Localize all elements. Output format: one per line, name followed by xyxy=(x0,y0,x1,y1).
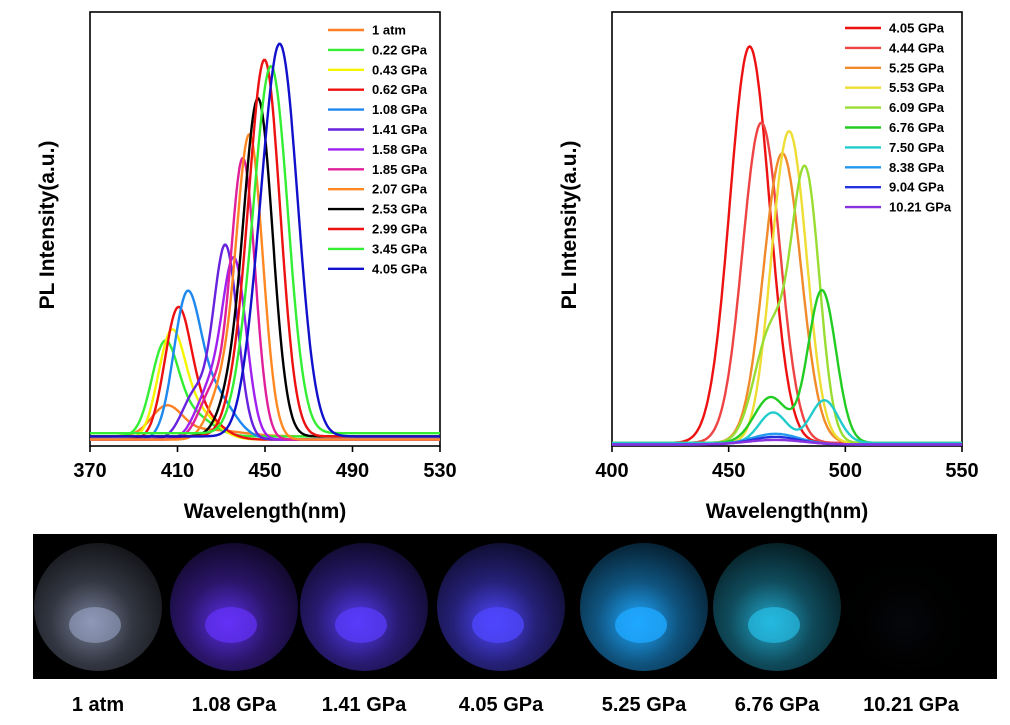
legend-label-1-2: 5.25 GPa xyxy=(889,60,945,75)
photo-disc-6 xyxy=(847,543,975,671)
x-tick-label-0-4: 530 xyxy=(423,460,456,482)
photo-label-3: 4.05 GPa xyxy=(459,694,544,716)
y-axis-label-right: PL Intensity(a.u.) xyxy=(558,141,581,310)
legend-label-1-0: 4.05 GPa xyxy=(889,21,945,36)
legend-label-0-6: 1.58 GPa xyxy=(372,142,428,157)
series-line-1-3 xyxy=(612,129,962,445)
series-line-0-11 xyxy=(90,65,440,435)
x-ticks-right: 400 450 500 550 xyxy=(595,446,979,482)
photo-bright-spot-1 xyxy=(205,607,257,643)
series-line-0-12 xyxy=(90,42,440,438)
x-tick-label-0-0: 370 xyxy=(73,460,106,482)
legend-label-0-9: 2.53 GPa xyxy=(372,202,428,217)
legend-label-0-8: 2.07 GPa xyxy=(372,182,428,197)
legend-label-1-3: 5.53 GPa xyxy=(889,80,945,95)
photo-label-2: 1.41 GPa xyxy=(322,694,407,716)
legend-label-0-5: 1.41 GPa xyxy=(372,122,428,137)
legend-label-1-4: 6.09 GPa xyxy=(889,100,945,115)
photo-bright-spot-5 xyxy=(748,607,800,643)
legend-label-0-12: 4.05 GPa xyxy=(372,261,428,276)
legend-label-0-10: 2.99 GPa xyxy=(372,222,428,237)
x-tick-label-1-1: 450 xyxy=(712,460,745,482)
series-lines-right xyxy=(612,44,962,446)
photo-label-1: 1.08 GPa xyxy=(192,694,277,716)
series-line-0-8 xyxy=(90,133,440,441)
series-line-1-2 xyxy=(612,151,962,445)
photo-disc-1 xyxy=(170,543,298,671)
photo-disc-2 xyxy=(300,543,428,671)
x-tick-label-1-2: 500 xyxy=(829,460,862,482)
chart-right: 400 450 500 550 4.05 GPa 4.44 GPa 5.25 GPa 5.5… xyxy=(558,11,979,523)
legend-label-0-0: 1 atm xyxy=(372,23,406,38)
series-lines-left xyxy=(90,42,440,441)
legend-label-0-2: 0.43 GPa xyxy=(372,62,428,77)
legend-label-1-8: 9.04 GPa xyxy=(889,180,945,195)
x-axis-label-left: Wavelength(nm) xyxy=(184,500,347,523)
legend-right: 4.05 GPa 4.44 GPa 5.25 GPa 5.53 GPa 6.09 GPa… xyxy=(845,21,952,215)
series-line-0-3 xyxy=(90,305,440,441)
photo-disc-3 xyxy=(437,543,565,671)
photo-disc-4 xyxy=(580,543,708,671)
y-axis-label-left: PL Intensity(a.u.) xyxy=(36,141,59,310)
photo-label-6: 10.21 GPa xyxy=(863,694,960,716)
x-axis-label-right: Wavelength(nm) xyxy=(706,500,869,523)
photo-bright-spot-2 xyxy=(335,607,387,643)
photo-bright-spot-6 xyxy=(882,607,934,643)
series-line-1-6 xyxy=(612,398,962,445)
photo-label-0: 1 atm xyxy=(72,694,124,716)
legend-label-0-3: 0.62 GPa xyxy=(372,82,428,97)
x-tick-label-0-2: 450 xyxy=(248,460,281,482)
plot-frame-right xyxy=(611,11,963,447)
legend-label-1-5: 6.76 GPa xyxy=(889,120,945,135)
chart-left: 370 410 450 490 530 1 atm 0.22 GPa 0.43 GPa 0.6… xyxy=(36,11,457,523)
legend-label-1-1: 4.44 GPa xyxy=(889,40,945,55)
photo-bright-spot-3 xyxy=(472,607,524,643)
legend-label-0-7: 1.85 GPa xyxy=(372,162,428,177)
x-tick-label-0-3: 490 xyxy=(336,460,369,482)
photo-bright-spot-0 xyxy=(69,607,121,643)
photo-disc-0 xyxy=(34,543,162,671)
legend-left: 1 atm 0.22 GPa 0.43 GPa 0.62 GPa 1.08 GPa 1.4… xyxy=(328,23,428,276)
legend-label-0-1: 0.22 GPa xyxy=(372,42,428,57)
photo-strip: 1 atm 1.08 GPa 1.41 GPa 4.05 GPa 5.25 GPa 6.7… xyxy=(33,534,997,716)
legend-label-0-11: 3.45 GPa xyxy=(372,241,428,256)
photo-disc-5 xyxy=(713,543,841,671)
photo-label-5: 6.76 GPa xyxy=(735,694,820,716)
x-ticks-left: 370 410 450 490 530 xyxy=(73,446,457,482)
series-line-1-9 xyxy=(612,438,962,446)
legend-label-1-6: 7.50 GPa xyxy=(889,140,945,155)
legend-label-1-7: 8.38 GPa xyxy=(889,160,945,175)
x-tick-label-1-3: 550 xyxy=(945,460,978,482)
x-tick-label-1-0: 400 xyxy=(595,460,628,482)
x-tick-label-0-1: 410 xyxy=(161,460,194,482)
legend-label-0-4: 1.08 GPa xyxy=(372,102,428,117)
series-line-0-4 xyxy=(90,289,440,441)
photo-label-4: 5.25 GPa xyxy=(602,694,687,716)
photo-bright-spot-4 xyxy=(615,607,667,643)
legend-label-1-9: 10.21 GPa xyxy=(889,200,952,215)
